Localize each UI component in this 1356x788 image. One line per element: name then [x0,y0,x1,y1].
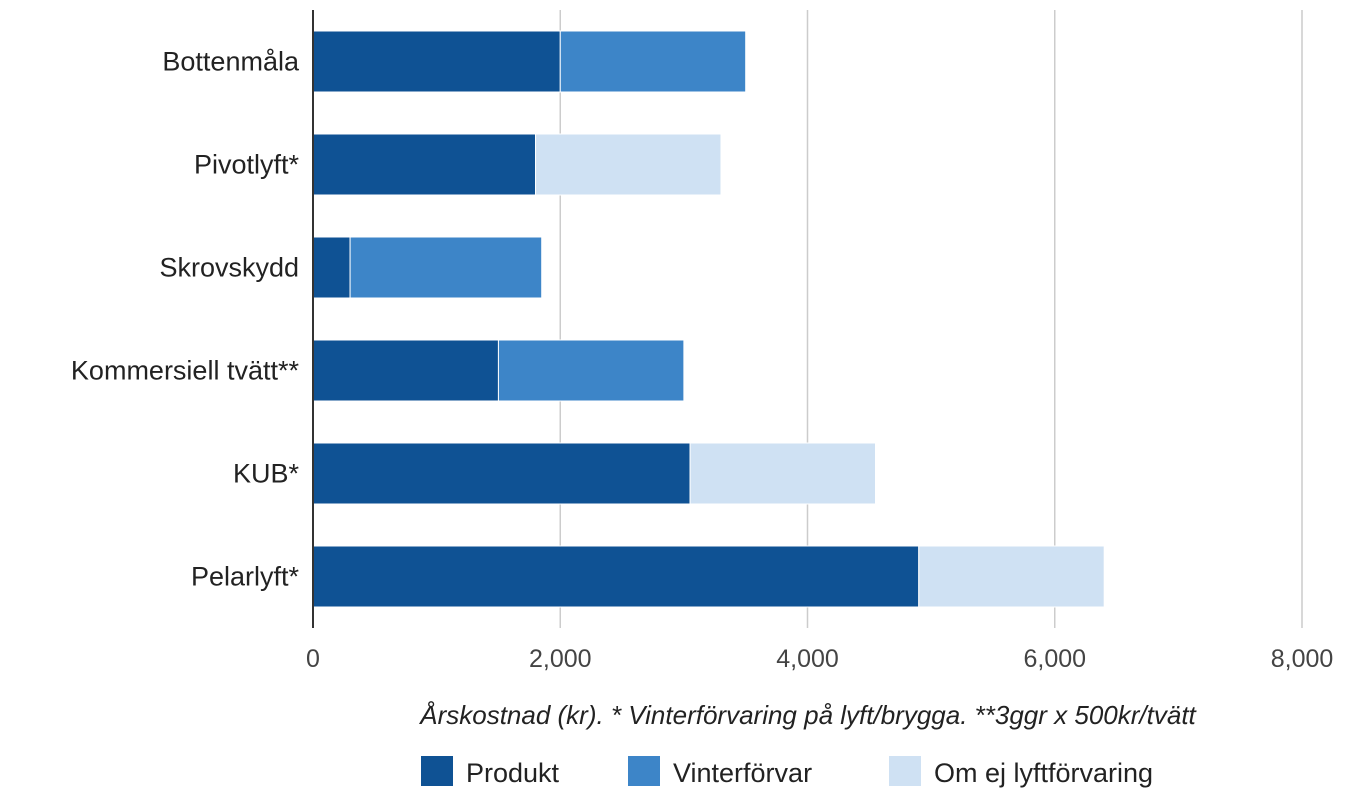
bar-segment [535,133,722,196]
bar-segment [312,133,537,196]
x-axis-title: Årskostnad (kr). * Vinterförvaring på ly… [418,700,1197,730]
bars [312,30,1105,608]
legend-label: Produkt [466,758,560,788]
category-label: Kommersiell tvätt** [71,356,300,386]
category-label: Bottenmåla [162,47,300,77]
bar-segment [312,442,691,505]
legend: Produkt Vinterförvar Om ej lyftförvaring [421,756,1153,788]
legend-swatch [421,756,453,786]
bar-segment [497,339,685,402]
bar-segment [312,30,561,93]
legend-swatch [628,756,660,786]
tick-labels: 0 2,000 4,000 6,000 8,000 [306,645,1333,673]
tick-label: 6,000 [1023,645,1086,673]
bar-segment [559,30,747,93]
tick-label: 4,000 [776,645,839,673]
legend-label: Vinterförvar [673,758,812,788]
category-label: Pivotlyft* [194,150,300,180]
tick-label: 2,000 [529,645,592,673]
legend-swatch [889,756,921,786]
bar-segment [918,545,1105,608]
category-label: Skrovskydd [159,253,299,283]
category-labels: Bottenmåla Pivotlyft* Skrovskydd Kommersiel… [71,47,300,592]
tick-label: 0 [306,645,320,673]
bar-segment [689,442,876,505]
bar-segment [312,339,499,402]
category-label: Pelarlyft* [191,562,300,592]
bar-segment [349,236,543,299]
bar-segment [312,236,351,299]
tick-label: 8,000 [1271,645,1334,673]
bar-segment [312,545,920,608]
category-label: KUB* [233,459,300,489]
gridlines [559,10,1303,628]
legend-label: Om ej lyftförvaring [934,758,1153,788]
